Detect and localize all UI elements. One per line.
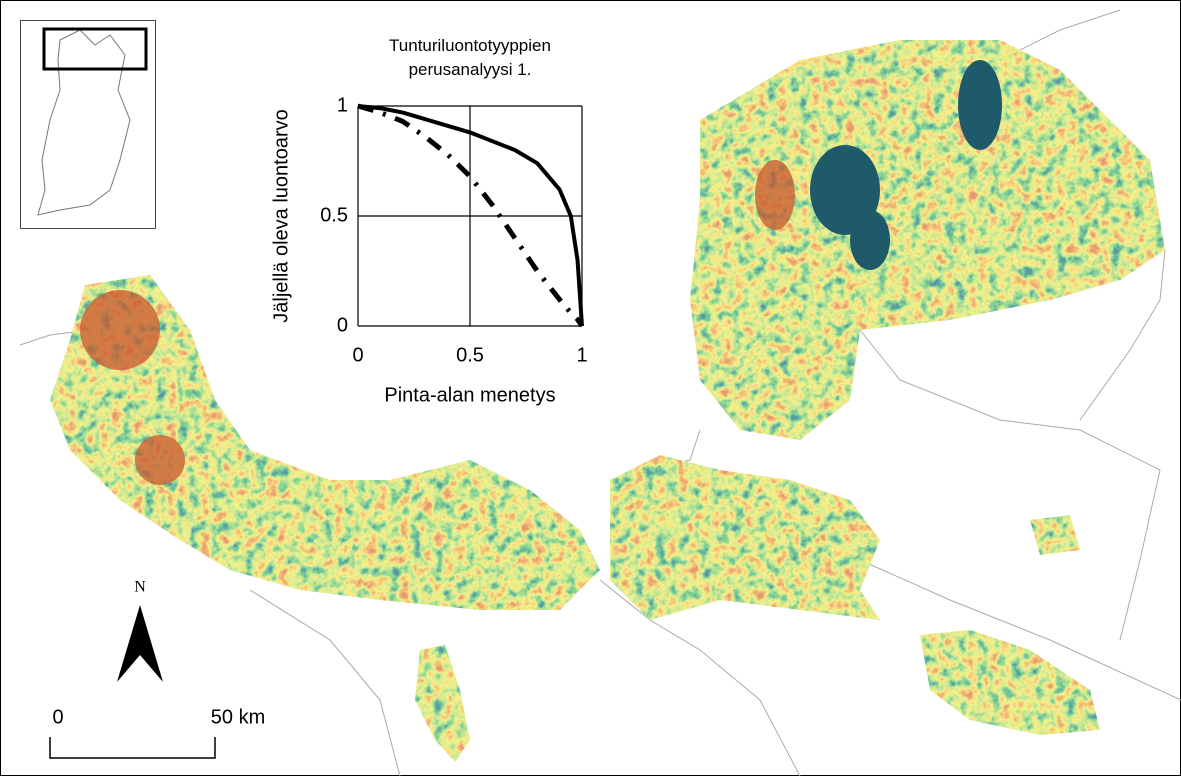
scale-label: 0	[52, 706, 63, 728]
x-tick-label: 1	[576, 344, 587, 366]
x-tick-label: 0.5	[456, 344, 484, 366]
x-axis-label: Pinta-alan menetys	[384, 384, 555, 406]
y-tick-label: 0	[337, 314, 348, 336]
locator-frame	[21, 21, 156, 229]
map: N 0 50 km Jäljellä oleva luontoarvo Pint…	[0, 0, 1181, 776]
locator	[21, 21, 156, 229]
chart-title: Tunturiluontotyyppien perusanalyysi 1.	[370, 34, 570, 82]
x-tick-label: 0	[352, 344, 363, 366]
north-label: N	[134, 579, 146, 596]
y-axis-label: Jäljellä oleva luontoarvo	[270, 109, 292, 322]
y-tick-label: 0.5	[320, 204, 348, 226]
page: N 0 50 km Jäljellä oleva luontoarvo Pint…	[0, 0, 1181, 776]
y-tick-label: 1	[337, 94, 348, 116]
scale-label: 50 km	[211, 706, 265, 728]
